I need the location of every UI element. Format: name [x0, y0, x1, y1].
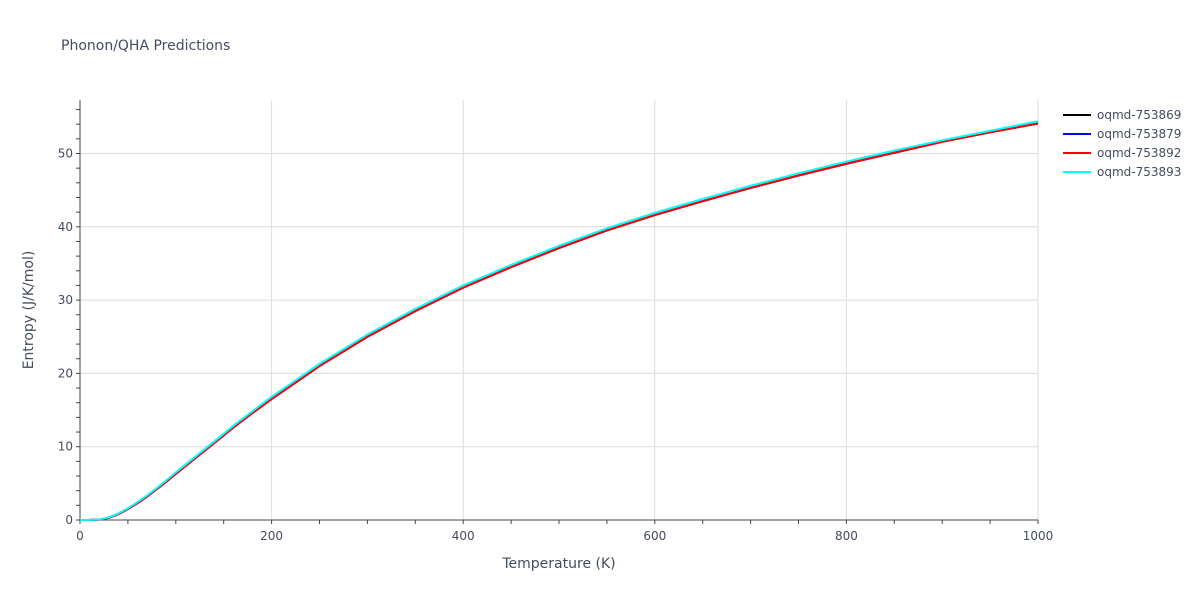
y-tick-label: 50: [58, 147, 73, 161]
y-tick-label: 0: [65, 513, 73, 527]
y-tick-label: 40: [58, 220, 73, 234]
legend-label: oqmd-753869: [1097, 108, 1181, 122]
plot-area: [79, 120, 1039, 521]
y-tick-label: 30: [58, 293, 73, 307]
series-line: [79, 122, 1039, 521]
series-line: [79, 120, 1039, 521]
legend-item[interactable]: oqmd-753893: [1063, 165, 1181, 179]
series-line: [79, 122, 1039, 521]
legend-label: oqmd-753893: [1097, 165, 1181, 179]
legend-label: oqmd-753879: [1097, 127, 1181, 141]
legend-item[interactable]: oqmd-753892: [1063, 146, 1181, 160]
legend-label: oqmd-753892: [1097, 146, 1181, 160]
x-tick-label: 600: [643, 529, 666, 543]
series-line: [79, 122, 1039, 521]
legend-item[interactable]: oqmd-753879: [1063, 127, 1181, 141]
x-tick-label: 800: [835, 529, 858, 543]
x-tick-label: 0: [76, 529, 84, 543]
grid: [80, 100, 1039, 520]
x-axis-title: Temperature (K): [501, 556, 615, 572]
y-axis-title: Entropy (J/K/mol): [21, 251, 37, 370]
legend[interactable]: oqmd-753869 oqmd-753879 oqmd-753892 oqmd-75…: [1063, 108, 1181, 179]
y-tick-label: 10: [58, 440, 73, 454]
x-tick-label: 1000: [1023, 529, 1054, 543]
chart-title: Phonon/QHA Predictions: [61, 38, 230, 54]
y-tick-label: 20: [58, 366, 73, 380]
x-tick-label: 200: [260, 529, 283, 543]
legend-item[interactable]: oqmd-753869: [1063, 108, 1181, 122]
x-tick-label: 400: [452, 529, 475, 543]
axes: 0 200 400 600 800 1000 0 10 20 30 40 50: [58, 100, 1054, 543]
